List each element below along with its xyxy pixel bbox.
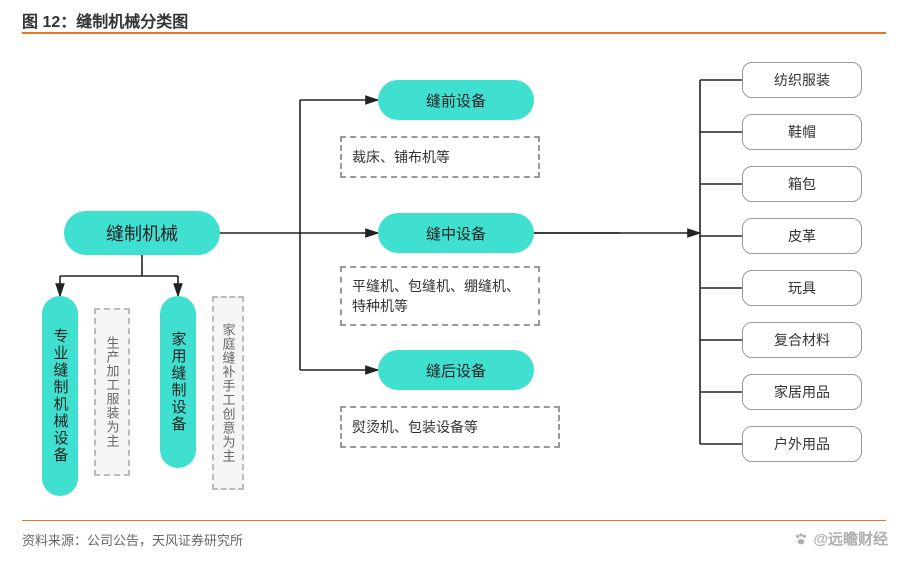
- stage-node-0: 缝前设备: [378, 80, 534, 120]
- watermark-text: @远瞻财经: [813, 528, 888, 549]
- title-text: 缝制机械分类图: [76, 14, 188, 31]
- diagram-container: 图 12：缝制机械分类图 缝制机械 专业缝制机械设备 家用缝制设备 生产加工服装为…: [0, 0, 908, 564]
- vchild-0: 专业缝制机械设备: [42, 296, 78, 496]
- output-3: 皮革: [742, 218, 862, 254]
- figure-title: 图 12：缝制机械分类图: [22, 8, 188, 32]
- source-label: 资料来源：公司公告，天风证券研究所: [22, 530, 243, 549]
- output-7: 户外用品: [742, 426, 862, 462]
- output-0: 纺织服装: [742, 62, 862, 98]
- output-4: 玩具: [742, 270, 862, 306]
- stage-note-1: 平缝机、包缝机、绷缝机、特种机等: [340, 266, 540, 326]
- root-label: 缝制机械: [106, 220, 178, 246]
- output-6: 家居用品: [742, 374, 862, 410]
- rule-bottom: [22, 520, 886, 521]
- rule-top: [22, 32, 886, 34]
- stage-node-2: 缝后设备: [378, 350, 534, 390]
- title-prefix: 图 12：: [22, 14, 76, 31]
- stage-note-0: 裁床、铺布机等: [340, 136, 540, 178]
- watermark: @远瞻财经: [793, 528, 888, 549]
- vchild-1: 家用缝制设备: [160, 296, 196, 468]
- output-1: 鞋帽: [742, 114, 862, 150]
- root-node: 缝制机械: [64, 211, 220, 255]
- stage-node-1: 缝中设备: [378, 213, 534, 253]
- vnote-1: 家庭缝补手工创意为主: [212, 296, 244, 490]
- output-5: 复合材料: [742, 322, 862, 358]
- output-2: 箱包: [742, 166, 862, 202]
- paw-icon: [793, 531, 809, 547]
- stage-note-2: 熨烫机、包装设备等: [340, 406, 560, 448]
- vnote-0: 生产加工服装为主: [94, 308, 130, 476]
